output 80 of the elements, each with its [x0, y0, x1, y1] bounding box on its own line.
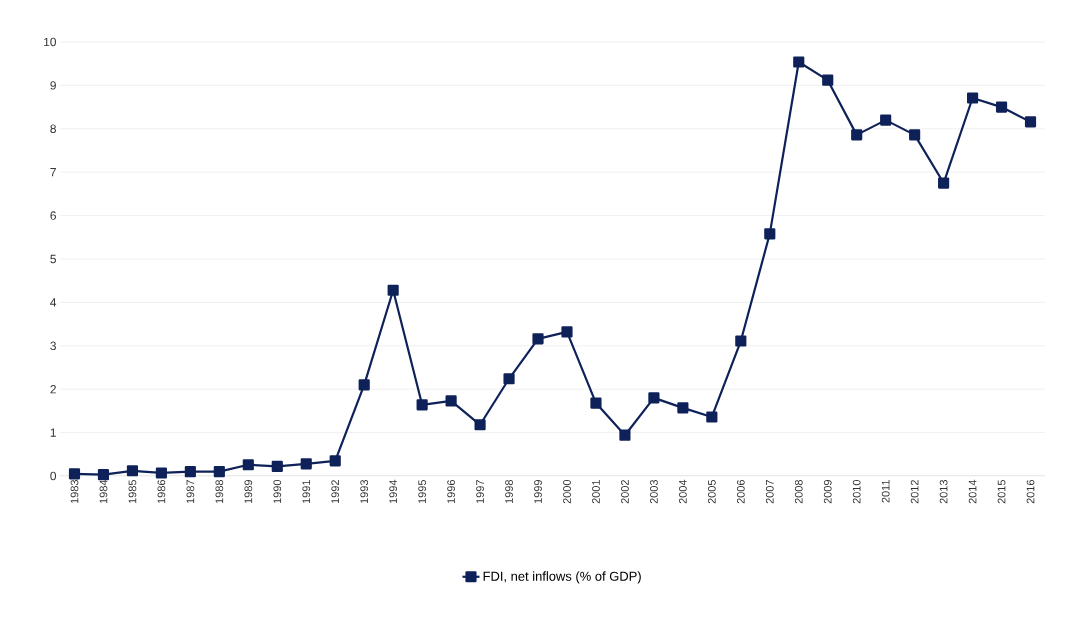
point: [416, 399, 428, 411]
point: [764, 228, 776, 240]
x-tick-label: 2014: [968, 479, 977, 504]
x-tick-label: 1997: [476, 480, 484, 504]
point: [619, 429, 631, 441]
point: [590, 397, 602, 409]
point: [851, 129, 863, 141]
legend-label: FDI, net inflows (% of GDP): [483, 571, 641, 584]
x-tick-label: 2002: [621, 480, 629, 504]
x-tick-label: 1999: [534, 480, 542, 504]
x-tick-label: 1989: [244, 480, 253, 504]
x-tick-label: 1991: [302, 480, 311, 504]
point: [213, 466, 225, 478]
x-tick-label: 2003: [650, 480, 658, 504]
point: [706, 411, 718, 423]
x-tick-label: 2000: [563, 479, 571, 504]
x-tick-label: 2011: [881, 480, 890, 503]
x-tick-label: 1983: [70, 480, 79, 504]
point: [387, 284, 399, 296]
x-tick-label: 1987: [186, 480, 195, 504]
point: [822, 74, 834, 86]
x-tick-label: 1990: [273, 479, 282, 504]
x-tick-label: 1996: [447, 480, 455, 504]
y-tick-label: 9: [50, 81, 56, 90]
x-tick-label: 2012: [910, 480, 919, 504]
y-tick-label: 4: [50, 298, 57, 307]
point: [184, 466, 196, 478]
point: [532, 333, 544, 345]
x-tick-label: 2006: [736, 480, 745, 504]
point: [126, 465, 139, 477]
point: [503, 373, 515, 385]
point: [300, 458, 312, 470]
point: [68, 468, 81, 480]
x-tick-label: 2004: [679, 479, 687, 504]
y-tick-label: 1: [50, 428, 56, 437]
point: [97, 469, 110, 481]
x-tick-label: 2016: [1026, 480, 1035, 504]
point: [474, 419, 486, 431]
x-tick-label: 2005: [707, 479, 716, 504]
y-tick-label: 6: [50, 211, 56, 220]
point: [561, 326, 573, 338]
x-tick-label: 2009: [823, 480, 832, 504]
x-tick-label: 2013: [939, 480, 948, 504]
y-tick-label: 5: [50, 254, 56, 264]
point: [329, 455, 341, 467]
point: [938, 177, 950, 189]
x-tick-label: 1988: [215, 480, 224, 504]
x-tick-label: 1993: [360, 480, 369, 504]
x-tick-label: 1984: [99, 479, 108, 504]
y-tick-label: 10: [44, 37, 57, 47]
x-tick-label: 2001: [592, 480, 600, 504]
x-tick-label: 2015: [997, 479, 1006, 504]
x-tick-label: 1992: [331, 480, 340, 504]
point: [155, 467, 167, 479]
y-tick-label: 0: [50, 471, 57, 481]
y-tick-label: 2: [50, 385, 56, 394]
x-tick-label: 1994: [389, 479, 398, 504]
point: [880, 114, 892, 126]
point: [909, 129, 921, 141]
point: [242, 459, 254, 471]
x-tick-label: 1998: [505, 480, 513, 504]
x-tick-label: 1986: [157, 480, 166, 504]
x-tick-label: 1985: [128, 479, 137, 504]
point: [1024, 116, 1037, 128]
y-tick-label: 7: [50, 168, 56, 177]
point: [793, 56, 805, 68]
y-tick-label: 3: [50, 341, 56, 351]
point: [995, 101, 1008, 113]
x-tick-label: 2008: [794, 480, 803, 504]
y-tick-label: 8: [50, 124, 56, 134]
point: [677, 402, 689, 414]
point: [358, 379, 370, 391]
point: [967, 92, 979, 104]
point: [271, 460, 283, 473]
point: [735, 335, 747, 347]
point: [445, 395, 457, 407]
x-tick-label: 1995: [418, 479, 427, 504]
x-tick-label: 2007: [765, 480, 774, 504]
point: [648, 392, 660, 404]
x-tick-label: 2010: [852, 479, 861, 504]
